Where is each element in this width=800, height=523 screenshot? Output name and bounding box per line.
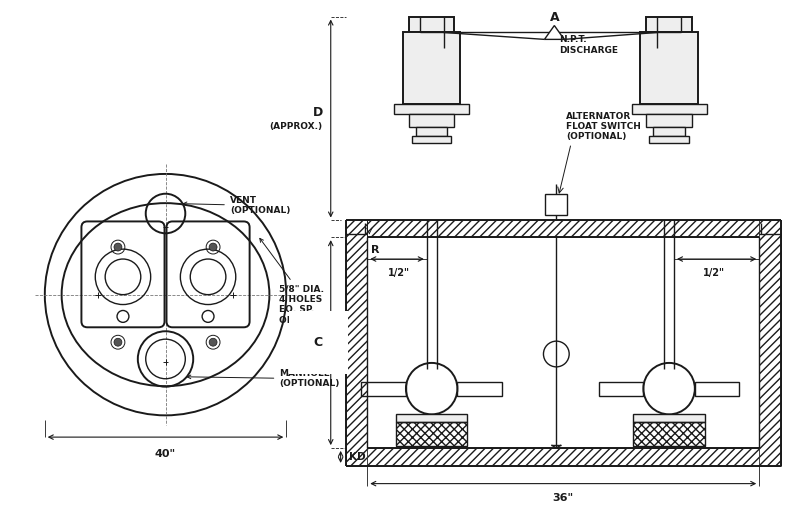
Circle shape bbox=[114, 338, 122, 346]
Text: MANHOLE
(OPTIONAL): MANHOLE (OPTIONAL) bbox=[187, 369, 340, 389]
Circle shape bbox=[209, 338, 217, 346]
Bar bbox=[396, 422, 467, 446]
Text: ALTERNATOR
FLOAT SWITCH
(OPTIONAL): ALTERNATOR FLOAT SWITCH (OPTIONAL) bbox=[566, 111, 641, 141]
Bar bbox=[695, 382, 739, 395]
Polygon shape bbox=[545, 26, 564, 39]
Text: C: C bbox=[314, 336, 323, 349]
Text: A: A bbox=[550, 11, 559, 24]
Bar bbox=[346, 220, 367, 466]
Bar bbox=[631, 104, 706, 113]
Text: (APPROX.): (APPROX.) bbox=[270, 122, 323, 131]
Bar bbox=[396, 414, 467, 422]
Bar bbox=[409, 113, 454, 128]
Text: R: R bbox=[371, 245, 380, 255]
Bar bbox=[634, 422, 705, 446]
Bar bbox=[367, 448, 759, 466]
Bar bbox=[759, 220, 781, 466]
Text: 1/2": 1/2" bbox=[388, 268, 410, 278]
Bar bbox=[654, 128, 685, 137]
Text: VENT
(OPTIONAL): VENT (OPTIONAL) bbox=[183, 196, 290, 215]
Bar bbox=[416, 128, 447, 137]
Bar bbox=[646, 113, 692, 128]
Bar bbox=[412, 137, 451, 143]
Text: N.P.T.
DISCHARGE: N.P.T. DISCHARGE bbox=[559, 36, 618, 55]
Bar bbox=[396, 422, 467, 446]
Bar bbox=[546, 194, 567, 215]
Bar bbox=[367, 220, 759, 237]
Circle shape bbox=[209, 243, 217, 251]
Text: 40": 40" bbox=[155, 449, 176, 459]
Text: 1/2": 1/2" bbox=[702, 268, 725, 278]
Bar bbox=[634, 414, 705, 422]
Bar bbox=[458, 382, 502, 395]
Bar bbox=[403, 32, 460, 104]
Bar bbox=[599, 382, 643, 395]
Bar bbox=[641, 32, 698, 104]
Bar bbox=[362, 382, 406, 395]
Text: KD: KD bbox=[349, 452, 365, 462]
Bar bbox=[650, 137, 689, 143]
Text: D: D bbox=[313, 106, 323, 119]
Bar bbox=[634, 422, 705, 446]
Circle shape bbox=[114, 243, 122, 251]
Bar bbox=[409, 17, 454, 32]
Text: 5/8" DIA.
4 HOLES
EQ. SP.
ON 38" B.C.: 5/8" DIA. 4 HOLES EQ. SP. ON 38" B.C. bbox=[260, 238, 338, 325]
Bar bbox=[394, 104, 470, 113]
Text: 36": 36" bbox=[553, 493, 574, 503]
Bar bbox=[646, 17, 692, 32]
